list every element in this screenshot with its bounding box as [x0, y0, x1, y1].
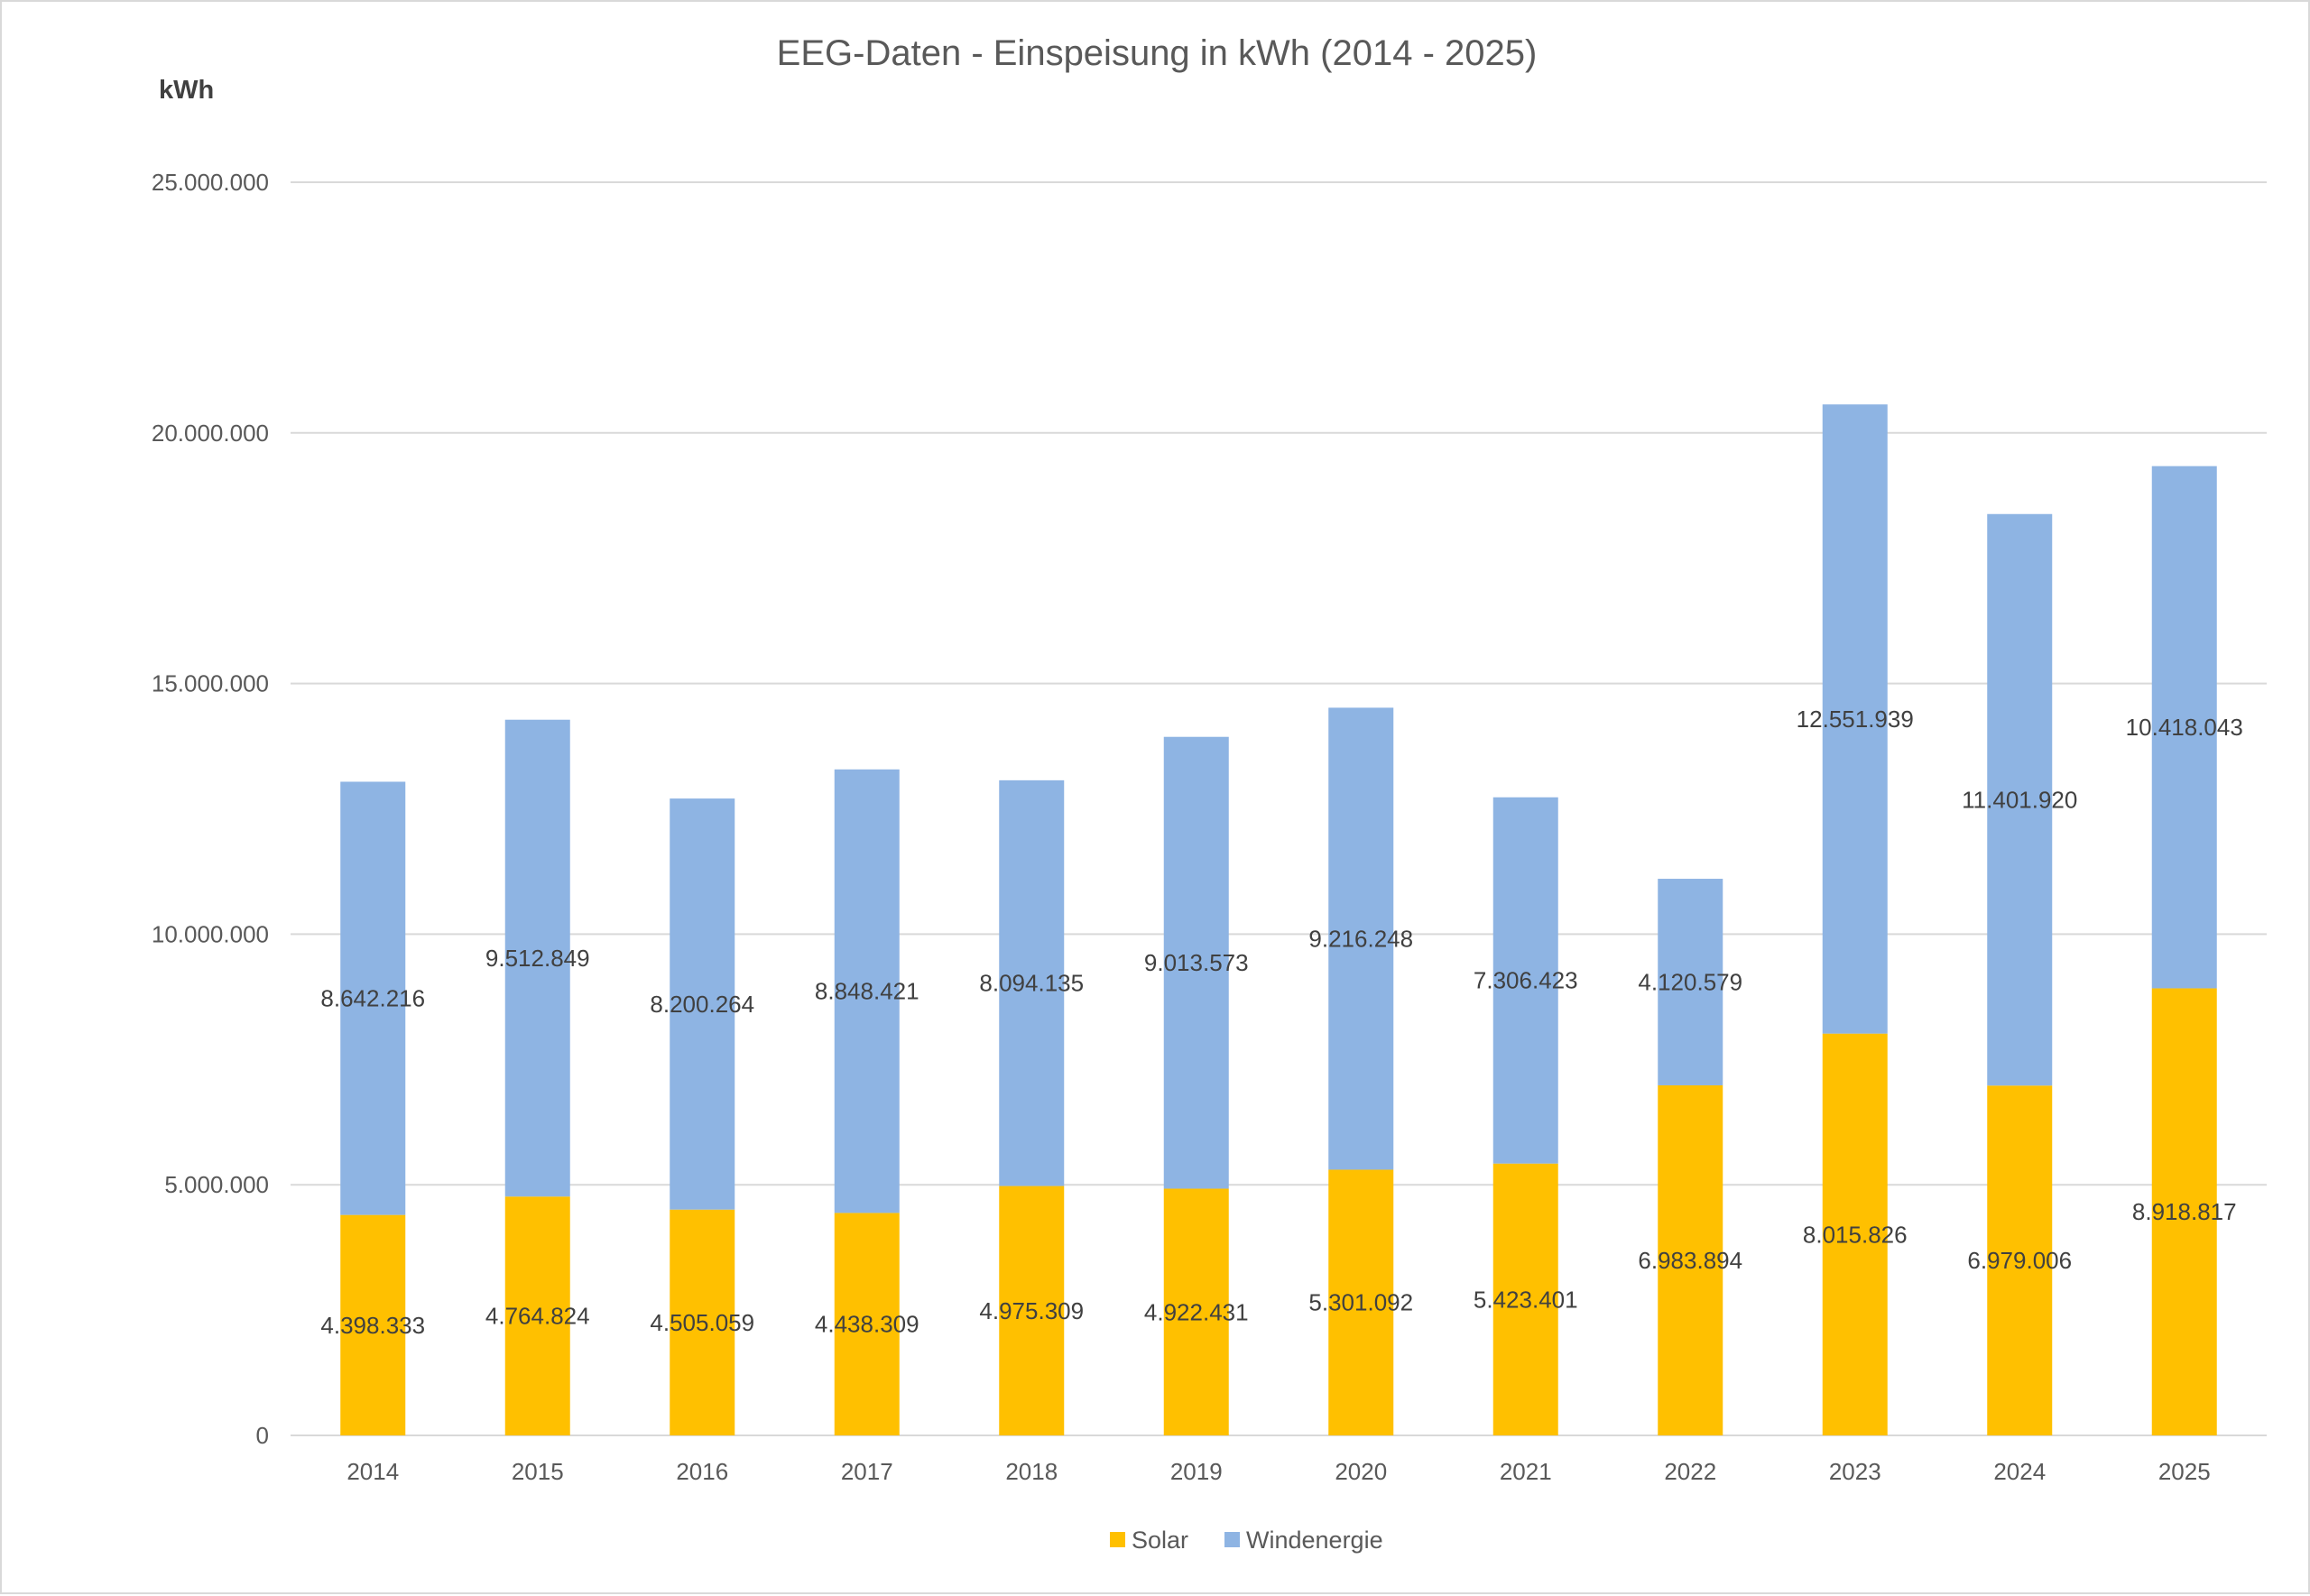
bar-windenergie-2023: [1822, 404, 1888, 1034]
bar-solar-2024: [1987, 1085, 2053, 1435]
bar-windenergie-2017: [834, 769, 900, 1213]
bar-solar-2018: [999, 1185, 1065, 1435]
bar-solar-2017: [834, 1213, 900, 1435]
bar-solar-2021: [1492, 1163, 1558, 1435]
bar-windenergie-2019: [1163, 736, 1229, 1189]
data-label-solar-2014: 4.398.333: [320, 1312, 425, 1339]
y-tick-label: 25.000.000: [152, 169, 269, 196]
data-label-solar-2025: 8.918.817: [2132, 1198, 2237, 1225]
data-label-windenergie-2021: 7.306.423: [1474, 967, 1578, 994]
data-label-solar-2015: 4.764.824: [485, 1303, 590, 1330]
data-label-solar-2022: 6.983.894: [1638, 1247, 1742, 1274]
data-label-solar-2019: 4.922.431: [1144, 1298, 1249, 1325]
data-label-solar-2016: 4.505.059: [650, 1309, 754, 1336]
bar-windenergie-2020: [1328, 707, 1394, 1170]
data-label-windenergie-2016: 8.200.264: [650, 991, 754, 1018]
x-tick-label: 2025: [2158, 1458, 2211, 1485]
legend: Solar Windenergie: [1110, 1527, 1383, 1554]
y-axis-ticks: 0 5.000.000 10.000.000 15.000.000 20.000.000…: [152, 169, 269, 1449]
data-label-windenergie-2019: 9.013.573: [1144, 949, 1249, 976]
data-label-solar-2021: 5.423.401: [1474, 1286, 1578, 1313]
bar-solar-2015: [504, 1196, 570, 1435]
x-tick-label: 2016: [676, 1458, 728, 1485]
bars: [340, 404, 2217, 1435]
legend-swatch-windenergie: [1224, 1532, 1240, 1547]
x-tick-label: 2018: [1005, 1458, 1058, 1485]
chart-title: EEG-Daten - Einspeisung in kWh (2014 - 2…: [777, 33, 1538, 73]
x-tick-label: 2015: [512, 1458, 564, 1485]
gridlines: [291, 181, 2267, 1436]
data-label-windenergie-2022: 4.120.579: [1638, 969, 1742, 996]
bar-solar-2014: [340, 1214, 406, 1435]
data-label-windenergie-2018: 8.094.135: [979, 970, 1084, 997]
x-tick-label: 2014: [346, 1458, 399, 1485]
bar-windenergie-2024: [1987, 513, 2053, 1086]
data-label-windenergie-2020: 9.216.248: [1308, 925, 1413, 952]
x-tick-label: 2022: [1664, 1458, 1716, 1485]
legend-label-solar: Solar: [1132, 1527, 1188, 1554]
x-tick-label: 2019: [1170, 1458, 1223, 1485]
data-label-windenergie-2025: 10.418.043: [2126, 714, 2243, 741]
bar-solar-2020: [1328, 1169, 1394, 1435]
y-tick-label: 0: [256, 1422, 269, 1449]
data-label-solar-2020: 5.301.092: [1308, 1289, 1413, 1316]
x-axis-ticks: 2014 2015 2016 2017 2018 2019 2020 2021 2022 2023…: [346, 1458, 2210, 1485]
bar-solar-2019: [1163, 1188, 1229, 1435]
y-unit-label: kWh: [159, 76, 214, 105]
data-label-solar-2018: 4.975.309: [979, 1297, 1084, 1324]
y-tick-label: 20.000.000: [152, 420, 269, 447]
y-tick-label: 10.000.000: [152, 920, 269, 947]
bar-solar-2022: [1658, 1084, 1723, 1435]
x-tick-label: 2017: [841, 1458, 893, 1485]
legend-swatch-solar: [1110, 1532, 1125, 1547]
data-label-solar-2023: 8.015.826: [1803, 1221, 1908, 1248]
bar-solar-2025: [2151, 988, 2217, 1435]
data-label-solar-2024: 6.979.006: [1967, 1247, 2072, 1274]
bar-windenergie-2018: [999, 780, 1065, 1186]
bar-windenergie-2022: [1658, 879, 1723, 1085]
x-tick-label: 2021: [1500, 1458, 1552, 1485]
data-label-solar-2017: 4.438.309: [815, 1311, 919, 1338]
x-tick-label: 2023: [1829, 1458, 1881, 1485]
bar-solar-2016: [670, 1209, 735, 1435]
data-label-windenergie-2024: 11.401.920: [1962, 787, 2077, 814]
bar-windenergie-2014: [340, 781, 406, 1215]
x-tick-label: 2024: [1993, 1458, 2046, 1485]
x-tick-label: 2020: [1335, 1458, 1387, 1485]
data-label-windenergie-2023: 12.551.939: [1797, 706, 1914, 733]
y-tick-label: 15.000.000: [152, 670, 269, 697]
bar-windenergie-2021: [1492, 797, 1558, 1164]
bar-windenergie-2025: [2151, 466, 2217, 989]
data-label-windenergie-2014: 8.642.216: [320, 985, 425, 1012]
data-labels: 4.398.333 8.642.216 4.764.824 9.512.849 4.50…: [320, 706, 2242, 1339]
data-label-windenergie-2015: 9.512.849: [485, 945, 590, 972]
y-tick-label: 5.000.000: [164, 1171, 269, 1198]
bar-windenergie-2016: [670, 798, 735, 1210]
data-label-windenergie-2017: 8.848.421: [815, 978, 919, 1005]
bar-solar-2023: [1822, 1033, 1888, 1435]
legend-label-windenergie: Windenergie: [1246, 1527, 1383, 1554]
bar-windenergie-2015: [504, 719, 570, 1197]
